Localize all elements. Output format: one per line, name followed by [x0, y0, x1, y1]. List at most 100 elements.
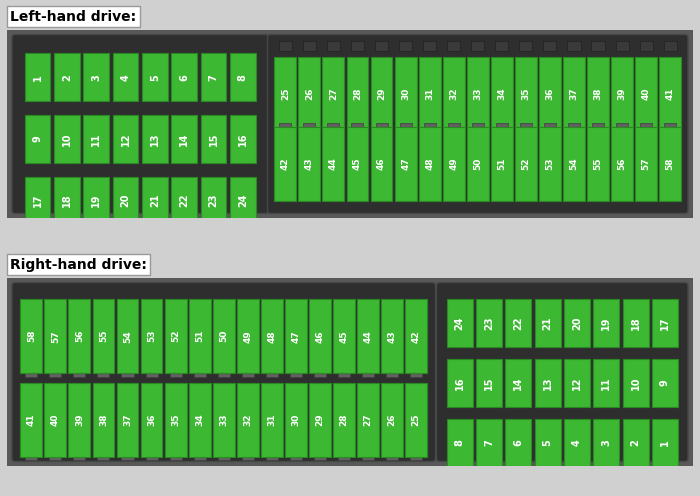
Bar [117, 383, 139, 456]
Text: 56: 56 [617, 158, 626, 170]
Bar [568, 131, 580, 135]
Bar [279, 42, 292, 52]
Bar [395, 58, 416, 131]
Bar [20, 383, 42, 456]
Text: 29: 29 [316, 413, 325, 426]
Bar [616, 131, 628, 135]
Text: 15: 15 [209, 132, 218, 146]
Bar [74, 456, 85, 460]
Bar [405, 300, 427, 373]
Text: 56: 56 [75, 330, 84, 342]
Bar [520, 123, 532, 127]
Bar [564, 419, 590, 466]
Text: 19: 19 [601, 316, 611, 330]
Text: 43: 43 [304, 157, 314, 170]
Text: 3: 3 [601, 439, 611, 446]
Bar [266, 456, 278, 460]
Text: 27: 27 [329, 88, 338, 101]
Bar [652, 419, 678, 466]
Bar [592, 42, 605, 52]
Bar [539, 58, 561, 131]
Bar [327, 42, 340, 52]
Text: 26: 26 [388, 414, 397, 426]
Text: 49: 49 [449, 157, 459, 170]
Bar [338, 456, 350, 460]
Bar [476, 300, 502, 347]
Bar [266, 373, 278, 377]
Bar [298, 58, 321, 131]
Bar [337, 450, 351, 458]
Bar [323, 127, 344, 200]
Text: 35: 35 [522, 88, 531, 100]
Bar [587, 58, 609, 131]
Bar [237, 383, 259, 456]
Bar [74, 373, 85, 377]
Bar [303, 131, 316, 135]
Bar [611, 127, 633, 200]
Bar [410, 373, 422, 377]
Bar [218, 456, 230, 460]
Text: 5: 5 [150, 74, 160, 81]
Bar [611, 58, 633, 131]
Bar [169, 456, 181, 460]
Bar [505, 419, 531, 466]
Text: 55: 55 [594, 158, 603, 170]
Bar [92, 300, 114, 373]
Bar [241, 456, 254, 460]
Bar [386, 373, 398, 377]
Bar [169, 373, 181, 377]
Text: 26: 26 [304, 88, 314, 100]
Text: 27: 27 [363, 413, 372, 426]
Bar [314, 373, 326, 377]
Bar [568, 123, 580, 127]
Bar [113, 54, 139, 101]
Text: 13: 13 [150, 132, 160, 146]
Bar [298, 127, 321, 200]
Bar [69, 383, 90, 456]
Bar [285, 300, 307, 373]
Bar [289, 450, 302, 458]
Bar [405, 383, 427, 456]
Text: 20: 20 [572, 316, 582, 330]
Bar [382, 383, 403, 456]
FancyBboxPatch shape [5, 276, 695, 468]
Text: Left-hand drive:: Left-hand drive: [10, 9, 136, 24]
Text: 9: 9 [33, 135, 43, 142]
Text: 40: 40 [642, 88, 651, 100]
Bar [230, 115, 256, 163]
Bar [623, 300, 648, 347]
Text: 50: 50 [473, 158, 482, 170]
Bar [333, 300, 355, 373]
Bar [25, 54, 50, 101]
Text: 38: 38 [594, 88, 603, 100]
Bar [520, 131, 532, 135]
Text: 44: 44 [329, 157, 338, 170]
Bar [370, 127, 393, 200]
Text: 9: 9 [660, 379, 670, 386]
Bar [544, 131, 556, 135]
Bar [563, 127, 585, 200]
Text: Right-hand drive:: Right-hand drive: [10, 257, 147, 272]
Bar [237, 300, 259, 373]
Bar [448, 131, 460, 135]
Bar [142, 115, 168, 163]
Text: 10: 10 [631, 376, 640, 390]
Bar [505, 359, 531, 407]
Bar [261, 300, 283, 373]
Bar [314, 450, 326, 458]
Text: 32: 32 [244, 414, 252, 426]
Text: 8: 8 [454, 439, 465, 446]
Text: 22: 22 [513, 316, 524, 330]
Bar [218, 373, 230, 377]
Bar [664, 42, 677, 52]
Bar [472, 123, 484, 127]
Text: 10: 10 [62, 132, 72, 146]
Text: 53: 53 [147, 330, 156, 342]
Text: 39: 39 [75, 413, 84, 426]
Bar [640, 123, 652, 127]
Bar [467, 127, 489, 200]
Bar [285, 383, 307, 456]
Text: 51: 51 [195, 330, 204, 342]
Text: 18: 18 [62, 194, 72, 207]
Bar [382, 300, 403, 373]
